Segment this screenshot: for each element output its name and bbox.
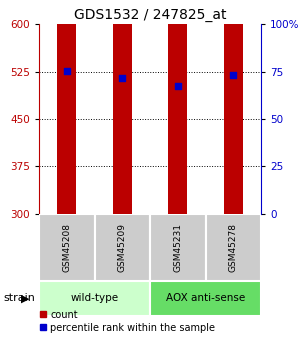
Text: GSM45278: GSM45278: [229, 223, 238, 272]
Text: GSM45231: GSM45231: [173, 223, 182, 272]
Text: GSM45209: GSM45209: [118, 223, 127, 272]
Title: GDS1532 / 247825_at: GDS1532 / 247825_at: [74, 8, 226, 22]
Point: [64, 68, 69, 73]
Bar: [39, 281, 150, 316]
Legend: count, percentile rank within the sample: count, percentile rank within the sample: [35, 306, 219, 337]
Text: AOX anti-sense: AOX anti-sense: [166, 294, 245, 303]
Bar: [168, 0, 188, 214]
Text: GSM45208: GSM45208: [62, 223, 71, 272]
Bar: [150, 281, 261, 316]
Bar: [206, 214, 261, 281]
Text: strain: strain: [3, 294, 35, 303]
Text: wild-type: wild-type: [70, 294, 118, 303]
Bar: [150, 214, 206, 281]
Text: ▶: ▶: [21, 294, 30, 303]
Point: [120, 76, 125, 81]
Bar: [39, 214, 94, 281]
Bar: [112, 0, 132, 214]
Bar: [94, 214, 150, 281]
Bar: [224, 0, 243, 214]
Point: [231, 72, 236, 78]
Point: [176, 83, 180, 89]
Bar: [57, 0, 76, 214]
